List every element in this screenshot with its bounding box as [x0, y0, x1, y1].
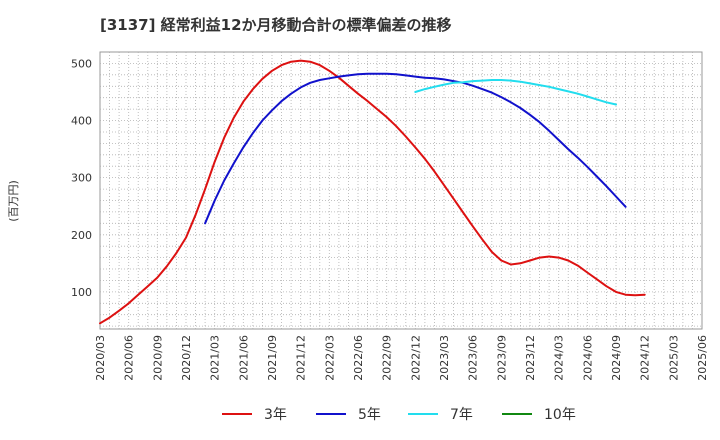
legend-label: 3年: [264, 407, 287, 423]
x-tick-label: 2024/12: [639, 335, 652, 381]
x-tick-label: 2022/03: [323, 335, 336, 381]
x-tick-label: 2024/06: [581, 335, 594, 381]
y-tick-label: 400: [71, 115, 92, 128]
x-axis-ticks: 2020/03 2020/06 2020/09 2020/12 2021/03 2021/…: [94, 335, 709, 381]
x-tick-label: 2024/03: [553, 335, 566, 381]
legend: 3年 5年 7年 10年: [222, 407, 576, 423]
series-line-7年: [414, 79, 617, 106]
x-tick-label: 2022/06: [352, 335, 365, 381]
series-line-3年: [99, 59, 646, 325]
y-axis-ticks: 100 200 300 400 500: [71, 57, 92, 299]
x-tick-label: 2020/03: [94, 335, 107, 381]
series-lines: [99, 59, 646, 325]
x-tick-label: 2023/09: [495, 335, 508, 381]
x-tick-label: 2023/03: [438, 335, 451, 381]
x-tick-label: 2020/06: [123, 335, 136, 381]
y-tick-label: 100: [71, 286, 92, 299]
grid: [100, 52, 702, 329]
x-tick-label: 2021/03: [209, 335, 222, 381]
x-tick-label: 2025/06: [696, 335, 709, 381]
y-tick-label: 200: [71, 229, 92, 242]
x-tick-label: 2025/03: [667, 335, 680, 381]
legend-label: 7年: [450, 407, 473, 423]
legend-label: 5年: [358, 407, 381, 423]
y-tick-label: 300: [71, 172, 92, 185]
series-line-5年: [204, 72, 627, 225]
x-tick-label: 2020/12: [180, 335, 193, 381]
x-tick-label: 2024/09: [610, 335, 623, 381]
x-tick-label: 2021/09: [266, 335, 279, 381]
y-tick-label: 500: [71, 57, 92, 70]
x-tick-label: 2021/12: [295, 335, 308, 381]
y-axis-label: (百万円): [7, 180, 20, 222]
x-tick-label: 2022/09: [381, 335, 394, 381]
chart-title: [3137] 経常利益12か月移動合計の標準偏差の推移: [100, 16, 452, 34]
x-tick-label: 2021/06: [237, 335, 250, 381]
x-tick-label: 2023/12: [524, 335, 537, 381]
legend-label: 10年: [544, 407, 576, 423]
x-tick-label: 2022/12: [409, 335, 422, 381]
x-tick-label: 2020/09: [151, 335, 164, 381]
x-tick-label: 2023/06: [467, 335, 480, 381]
